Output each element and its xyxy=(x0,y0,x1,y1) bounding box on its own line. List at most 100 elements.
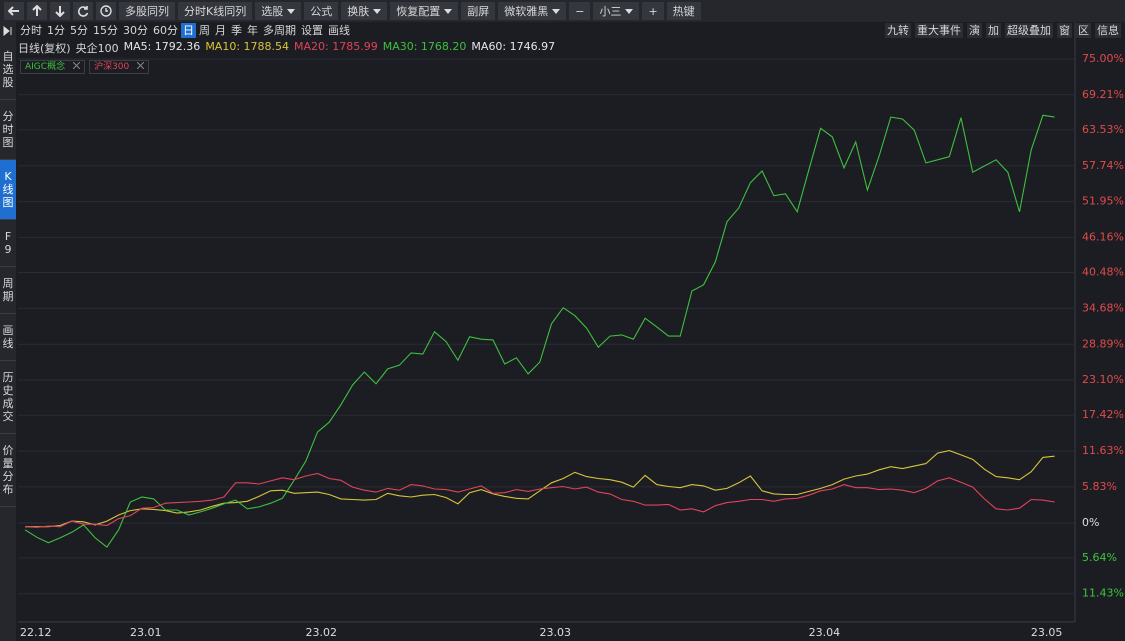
legend-close[interactable] xyxy=(72,61,81,73)
button-label: 副屏 xyxy=(467,5,490,18)
toolbar-button[interactable]: − xyxy=(569,2,591,20)
period-button[interactable]: 设置 xyxy=(301,24,323,37)
x-tick-label: 23.02 xyxy=(306,626,338,639)
up-button[interactable] xyxy=(27,2,47,20)
sidebar-tab[interactable]: 周期 xyxy=(0,267,16,314)
clock-button[interactable] xyxy=(96,2,116,20)
toolbar: 多股同列 分时K线同列 选股 公式 换肤 恢复配置 副屏 微软雅黑 − 小三 + 热键 xyxy=(0,0,1125,22)
toolbar-button[interactable]: + xyxy=(642,2,664,20)
ma-value: MA20: 1785.99 xyxy=(294,40,378,53)
legend-close[interactable] xyxy=(136,61,145,73)
x-tick-label: 23.05 xyxy=(1031,626,1063,639)
period-button[interactable]: 画线 xyxy=(328,24,350,37)
x-tick-label: 23.03 xyxy=(540,626,572,639)
y-tick-label: 34.68% xyxy=(1082,301,1124,314)
series-line xyxy=(25,450,1055,528)
period-button[interactable]: 30分 xyxy=(123,24,148,37)
series-line xyxy=(24,114,1055,548)
button-label: 微软雅黑 xyxy=(504,5,549,18)
toolbar-button[interactable]: 热键 xyxy=(666,2,701,20)
period-button[interactable]: 月 xyxy=(215,24,226,37)
sidebar-tab[interactable]: F9 xyxy=(0,220,16,267)
index-name: 央企100 xyxy=(75,42,119,55)
y-tick-label: 40.48% xyxy=(1082,266,1124,279)
button-label: 多股同列 xyxy=(125,5,169,18)
legend-label: 沪深300 xyxy=(94,62,130,72)
x-tick-label: 23.04 xyxy=(809,626,841,639)
sidebar-tab[interactable]: K线图 xyxy=(0,160,16,220)
period-button[interactable]: 1分 xyxy=(47,24,65,37)
toolbar-button[interactable]: 副屏 xyxy=(461,2,496,20)
down-button[interactable] xyxy=(50,2,70,20)
tool-button[interactable]: 九转 xyxy=(885,23,911,38)
y-tick-label: 5.83% xyxy=(1082,480,1117,493)
sidebar-tab[interactable]: 自选股 xyxy=(0,40,16,100)
sidebar-tab[interactable]: 价量分布 xyxy=(0,434,16,507)
period-button[interactable]: 60分 xyxy=(153,24,178,37)
ma-value: MA10: 1788.54 xyxy=(205,40,290,53)
toolbar-button[interactable]: 选股 xyxy=(255,2,302,20)
tool-button[interactable]: 演 xyxy=(967,23,982,38)
button-label: 分时K线同列 xyxy=(184,5,247,18)
y-tick-label: 5.64% xyxy=(1082,551,1117,564)
tool-button[interactable]: 超级叠加 xyxy=(1005,23,1053,38)
toolbar-button[interactable]: 分时K线同列 xyxy=(178,2,253,20)
button-label: 公式 xyxy=(310,5,333,18)
button-label: 选股 xyxy=(261,5,284,18)
y-tick-label: 46.16% xyxy=(1082,230,1124,243)
period-button[interactable]: 日 xyxy=(181,23,196,38)
refresh-button[interactable] xyxy=(73,2,93,20)
legend-item[interactable]: 沪深300 xyxy=(89,60,150,74)
button-label: + xyxy=(648,4,658,18)
dropdown-caret xyxy=(287,8,296,14)
toolbar-button[interactable]: 恢复配置 xyxy=(390,2,459,20)
sidebar-tab[interactable]: 历史成交 xyxy=(0,361,16,434)
sidebar-tab[interactable]: 画线 xyxy=(0,314,16,361)
period-button[interactable]: 周 xyxy=(199,24,210,37)
period-bar: 分时 1分 5分 15分 30分 60分日周月季年多周期 设置 画线 xyxy=(18,23,352,38)
x-tick-label: 22.12 xyxy=(20,626,52,639)
tool-button[interactable]: 加 xyxy=(986,23,1001,38)
period-label: 日线(复权) xyxy=(18,42,71,55)
toolbar-button[interactable]: 换肤 xyxy=(341,2,388,20)
button-label: 恢复配置 xyxy=(396,5,441,18)
period-button[interactable]: 季 xyxy=(231,24,242,37)
tool-button[interactable]: 信息 xyxy=(1095,23,1121,38)
period-button[interactable]: 多周期 xyxy=(263,24,296,37)
button-label: 热键 xyxy=(672,5,695,18)
tool-button[interactable]: 重大事件 xyxy=(915,23,963,38)
button-label: − xyxy=(575,4,585,18)
toolbar-button[interactable]: 公式 xyxy=(304,2,339,20)
dropdown-caret xyxy=(444,8,453,14)
button-label: 小三 xyxy=(599,5,622,18)
sidebar: 自选股 分时图 K线图 F9 周期 画线 历史成交 价量分布 xyxy=(0,22,16,641)
right-buttons: 九转 重大事件演加超级叠加窗区信息 xyxy=(885,23,1121,38)
sidebar-toggle[interactable] xyxy=(0,22,16,40)
toolbar-button[interactable]: 多股同列 xyxy=(119,2,175,20)
toolbar-button[interactable]: 微软雅黑 xyxy=(498,2,567,20)
y-tick-label: 28.89% xyxy=(1082,337,1124,350)
period-button[interactable]: 分时 xyxy=(20,24,42,37)
period-button[interactable]: 年 xyxy=(247,24,258,37)
y-tick-label: 75.00% xyxy=(1082,52,1124,65)
y-tick-label: 69.21% xyxy=(1082,88,1124,101)
period-button[interactable]: 15分 xyxy=(93,24,118,37)
y-tick-label: 11.63% xyxy=(1082,444,1124,457)
dropdown-caret xyxy=(625,8,634,14)
button-label: 换肤 xyxy=(347,5,370,18)
period-button[interactable]: 5分 xyxy=(70,24,88,37)
info-bar: 日线(复权) 央企100 MA5: 1792.36 MA10: 1788.54 MA… xyxy=(18,40,555,56)
tool-button[interactable]: 窗 xyxy=(1057,23,1072,38)
sidebar-tab[interactable]: 分时图 xyxy=(0,100,16,160)
back-button[interactable] xyxy=(4,2,24,20)
ma-value: MA5: 1792.36 xyxy=(123,40,201,53)
dropdown-caret xyxy=(373,8,382,14)
tool-button[interactable]: 区 xyxy=(1076,23,1091,38)
legend-label: AIGC概念 xyxy=(25,62,66,72)
y-tick-label: 57.74% xyxy=(1082,159,1124,172)
toolbar-button[interactable]: 小三 xyxy=(593,2,640,20)
y-tick-label: 63.53% xyxy=(1082,123,1124,136)
legend-item[interactable]: AIGC概念 xyxy=(20,60,86,74)
